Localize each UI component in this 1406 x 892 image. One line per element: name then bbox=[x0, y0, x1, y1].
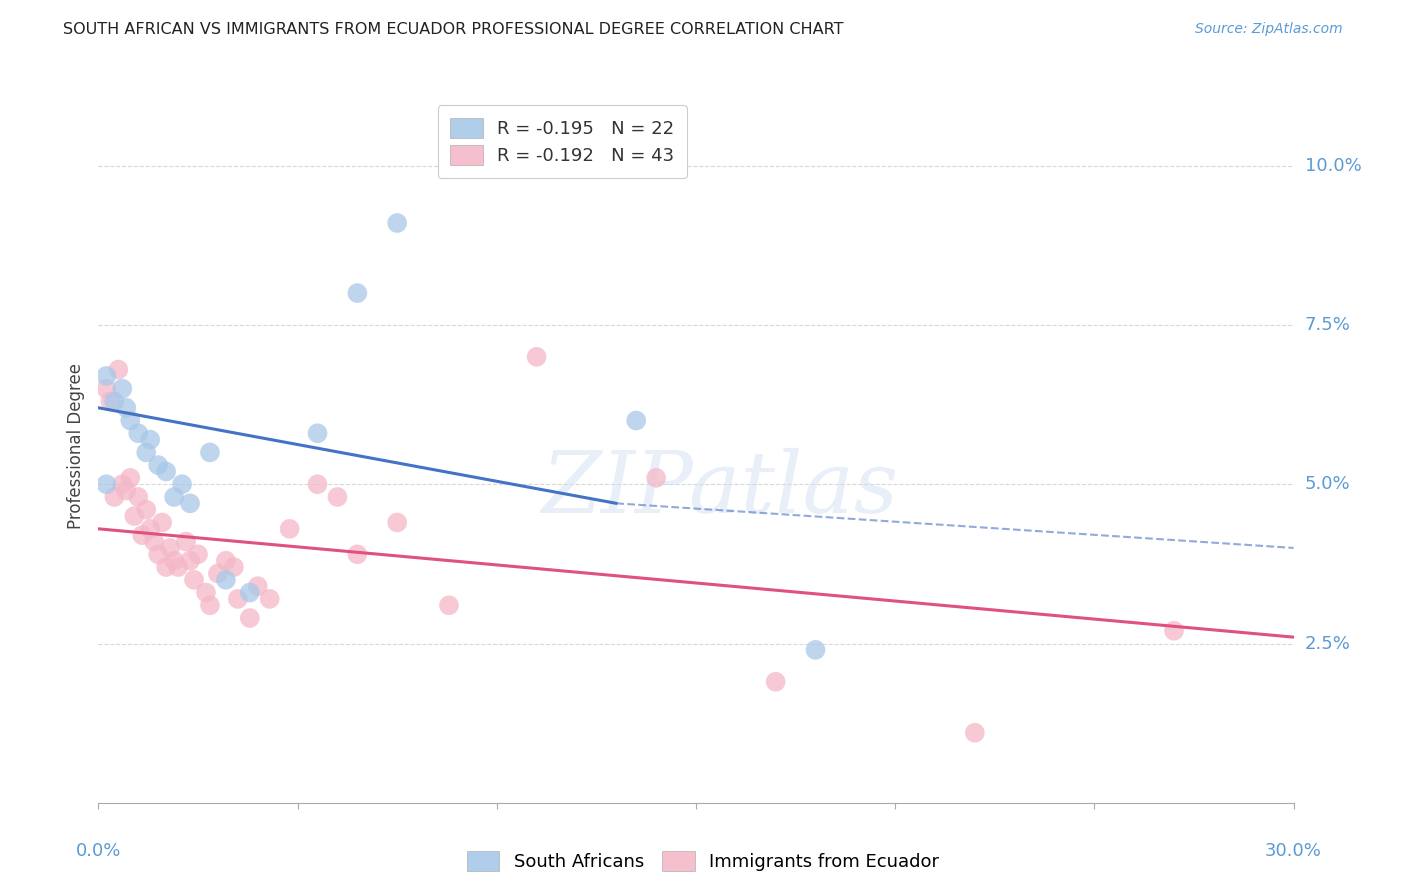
Point bbox=[167, 560, 190, 574]
Text: 0.0%: 0.0% bbox=[76, 842, 121, 860]
Point bbox=[96, 382, 118, 396]
Text: ZIPatlas: ZIPatlas bbox=[541, 448, 898, 530]
Point bbox=[259, 591, 281, 606]
Point bbox=[963, 725, 986, 739]
Point bbox=[174, 534, 197, 549]
Point bbox=[103, 490, 125, 504]
Point bbox=[804, 643, 827, 657]
Point bbox=[307, 426, 329, 441]
Legend: R = -0.195   N = 22, R = -0.192   N = 43: R = -0.195 N = 22, R = -0.192 N = 43 bbox=[437, 105, 688, 178]
Point bbox=[385, 216, 409, 230]
Point bbox=[183, 573, 205, 587]
Point bbox=[207, 566, 229, 581]
Point bbox=[127, 490, 149, 504]
Point bbox=[222, 560, 245, 574]
Point bbox=[179, 496, 201, 510]
Point bbox=[198, 599, 221, 613]
Point bbox=[187, 547, 209, 561]
Point bbox=[163, 490, 186, 504]
Point bbox=[120, 413, 142, 427]
Point bbox=[148, 458, 170, 472]
Point bbox=[159, 541, 181, 555]
Point bbox=[96, 368, 118, 383]
Point bbox=[307, 477, 329, 491]
Legend: South Africans, Immigrants from Ecuador: South Africans, Immigrants from Ecuador bbox=[460, 844, 946, 879]
Point bbox=[115, 483, 138, 498]
Point bbox=[103, 394, 125, 409]
Point bbox=[124, 509, 146, 524]
Point bbox=[163, 554, 186, 568]
Text: 10.0%: 10.0% bbox=[1305, 157, 1361, 175]
Text: 30.0%: 30.0% bbox=[1265, 842, 1322, 860]
Point bbox=[107, 362, 129, 376]
Point bbox=[278, 522, 301, 536]
Text: SOUTH AFRICAN VS IMMIGRANTS FROM ECUADOR PROFESSIONAL DEGREE CORRELATION CHART: SOUTH AFRICAN VS IMMIGRANTS FROM ECUADOR… bbox=[63, 22, 844, 37]
Point bbox=[148, 547, 170, 561]
Point bbox=[198, 445, 221, 459]
Point bbox=[135, 502, 157, 516]
Point bbox=[120, 471, 142, 485]
Point bbox=[111, 382, 134, 396]
Point bbox=[155, 465, 177, 479]
Text: 7.5%: 7.5% bbox=[1305, 316, 1351, 334]
Point bbox=[385, 516, 409, 530]
Point bbox=[226, 591, 249, 606]
Point bbox=[239, 585, 262, 599]
Point bbox=[139, 433, 162, 447]
Point bbox=[135, 445, 157, 459]
Point bbox=[115, 401, 138, 415]
Point bbox=[143, 534, 166, 549]
Point bbox=[131, 528, 153, 542]
Y-axis label: Professional Degree: Professional Degree bbox=[66, 363, 84, 529]
Point bbox=[346, 286, 368, 301]
Point bbox=[624, 413, 647, 427]
Point bbox=[645, 471, 668, 485]
Point bbox=[98, 394, 122, 409]
Point bbox=[346, 547, 368, 561]
Point bbox=[139, 522, 162, 536]
Point bbox=[246, 579, 269, 593]
Text: 2.5%: 2.5% bbox=[1305, 634, 1351, 653]
Text: 5.0%: 5.0% bbox=[1305, 475, 1350, 493]
Point bbox=[194, 585, 218, 599]
Point bbox=[155, 560, 177, 574]
Point bbox=[326, 490, 349, 504]
Point bbox=[239, 611, 262, 625]
Point bbox=[96, 477, 118, 491]
Point bbox=[215, 573, 238, 587]
Point bbox=[526, 350, 548, 364]
Point bbox=[1163, 624, 1185, 638]
Point bbox=[127, 426, 149, 441]
Text: Source: ZipAtlas.com: Source: ZipAtlas.com bbox=[1195, 22, 1343, 37]
Point bbox=[765, 674, 787, 689]
Point bbox=[179, 554, 201, 568]
Point bbox=[215, 554, 238, 568]
Point bbox=[172, 477, 194, 491]
Point bbox=[111, 477, 134, 491]
Point bbox=[437, 599, 460, 613]
Point bbox=[150, 516, 173, 530]
